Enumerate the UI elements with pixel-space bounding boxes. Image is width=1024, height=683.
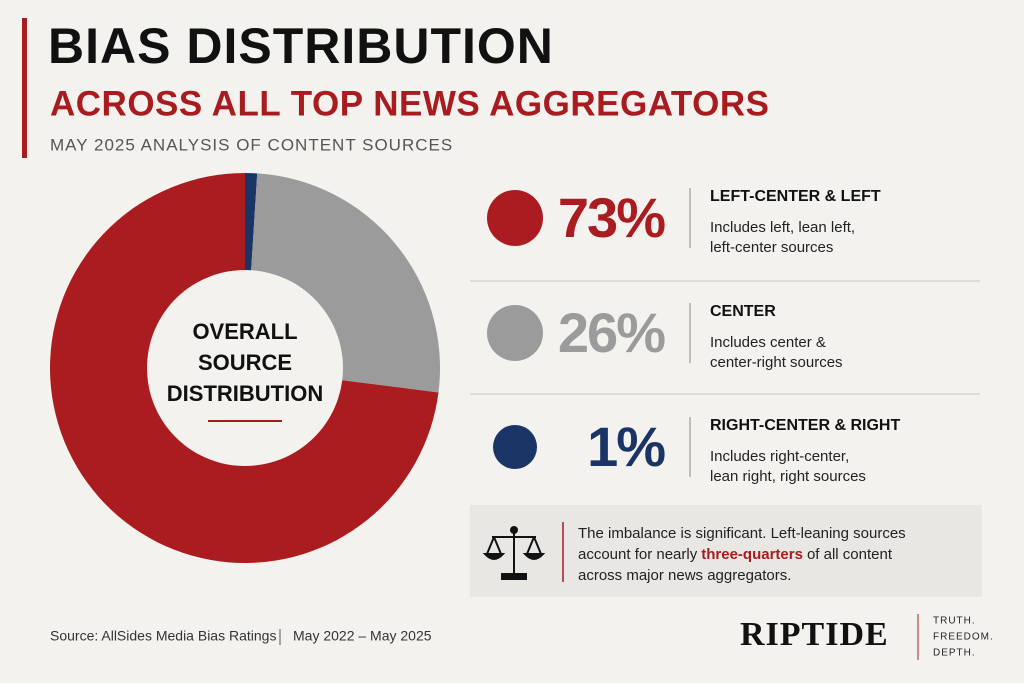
source: Source: AllSides Media Bias Ratings bbox=[50, 628, 276, 644]
legend-category: LEFT-CENTER & LEFT bbox=[710, 188, 881, 205]
callout-text: across major news aggregators. bbox=[578, 567, 791, 584]
brand: RIPTIDE bbox=[740, 616, 889, 653]
value-label: 1% bbox=[587, 415, 665, 478]
tagline: FREEDOM. bbox=[933, 632, 994, 643]
callout-box bbox=[470, 505, 982, 597]
legend-swatch bbox=[487, 190, 543, 246]
legend-category: RIGHT-CENTER & RIGHT bbox=[710, 417, 900, 434]
callout-text: The imbalance is significant. Left-leani… bbox=[578, 525, 906, 542]
value-label: 73% bbox=[558, 186, 665, 249]
center-label: DISTRIBUTION bbox=[167, 381, 323, 406]
callout-text: account for nearly three-quarters of all c… bbox=[578, 546, 893, 563]
legend-description: Includes right-center, bbox=[710, 448, 849, 465]
legend-swatch bbox=[493, 425, 537, 469]
legend-description: Includes left, lean left, bbox=[710, 219, 855, 236]
legend-category: CENTER bbox=[710, 303, 776, 320]
center-label: OVERALL bbox=[192, 319, 297, 344]
accent-bar bbox=[22, 18, 27, 158]
tagline: DEPTH. bbox=[933, 648, 976, 659]
scale-icon bbox=[482, 526, 546, 580]
donut-segment bbox=[251, 173, 441, 393]
legend-description: left-center sources bbox=[710, 239, 833, 256]
legend-description: Includes center & bbox=[710, 334, 826, 351]
caption: MAY 2025 ANALYSIS OF CONTENT SOURCES bbox=[50, 135, 453, 154]
period: May 2022 – May 2025 bbox=[293, 628, 432, 644]
callout-emphasis: three-quarters bbox=[701, 546, 803, 563]
legend-description: center-right sources bbox=[710, 354, 843, 371]
title: BIAS DISTRIBUTION bbox=[48, 18, 554, 74]
tagline: TRUTH. bbox=[933, 616, 976, 627]
value-label: 26% bbox=[558, 301, 665, 364]
legend-description: lean right, right sources bbox=[710, 468, 866, 485]
center-label: SOURCE bbox=[198, 350, 292, 375]
callout-text: of all content bbox=[807, 546, 893, 563]
callout-text: account for nearly bbox=[578, 546, 698, 563]
legend: 73% LEFT-CENTER & LEFT Includes left, lean… bbox=[487, 186, 900, 485]
donut-segment bbox=[245, 173, 258, 271]
subtitle: ACROSS ALL TOP NEWS AGGREGATORS bbox=[50, 84, 769, 123]
donut-segment bbox=[50, 173, 439, 563]
legend-swatch bbox=[487, 305, 543, 361]
donut-chart bbox=[50, 173, 441, 563]
